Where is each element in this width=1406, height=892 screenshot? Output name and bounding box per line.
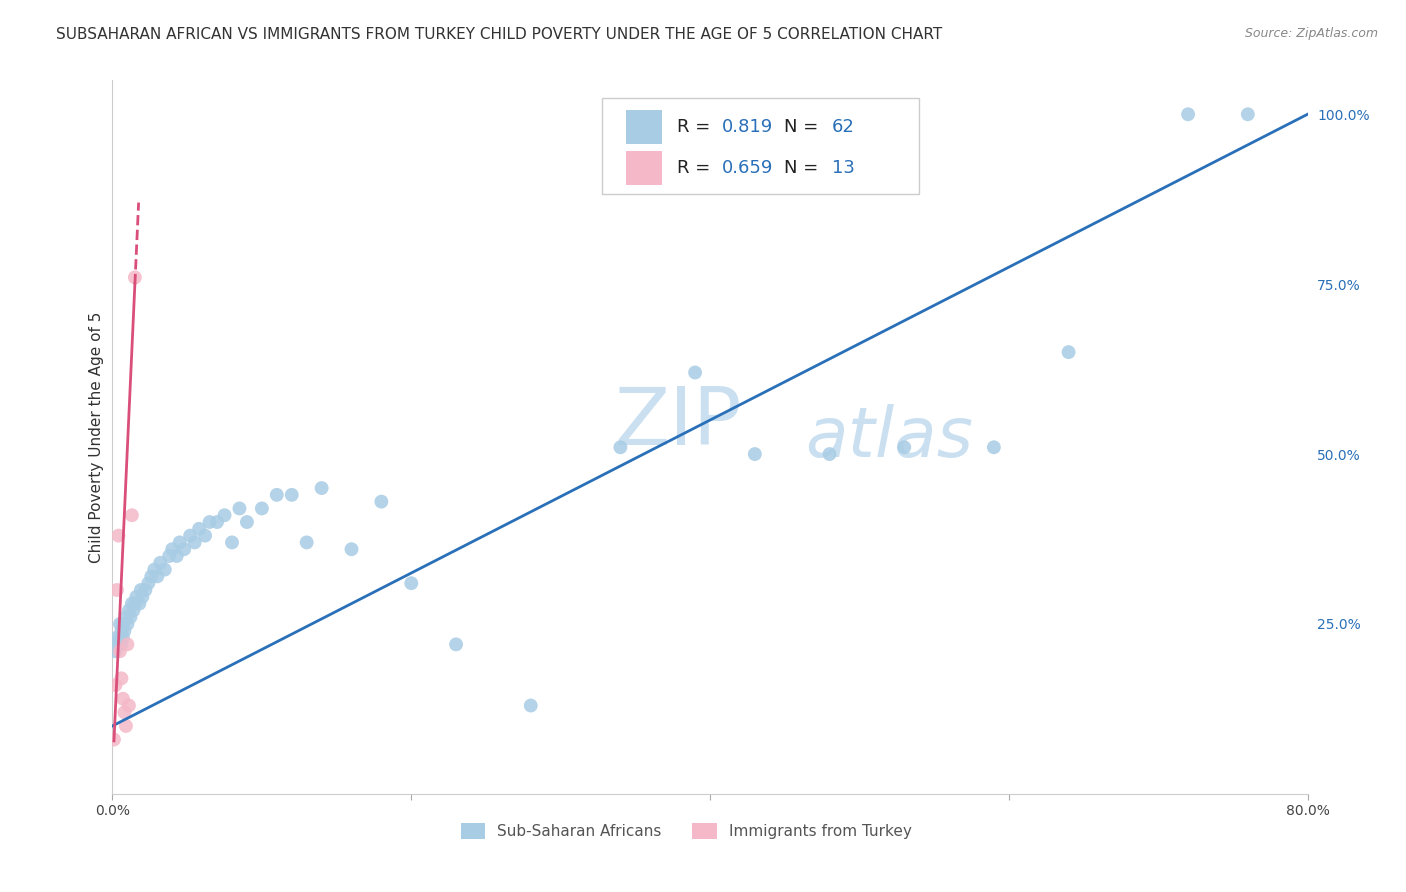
Text: 0.819: 0.819 (723, 118, 773, 136)
Point (444, 637, 467, 651)
Point (983, 440, 1005, 454)
Point (114, 706, 135, 720)
Point (166, 549, 188, 563)
Point (683, 366, 706, 380)
Point (221, 535, 243, 549)
FancyBboxPatch shape (627, 110, 662, 144)
Text: Source: ZipAtlas.com: Source: ZipAtlas.com (1244, 27, 1378, 40)
Point (162, 542, 183, 557)
Point (120, 610, 142, 624)
Point (281, 488, 304, 502)
Text: 13: 13 (832, 159, 855, 177)
Text: R =: R = (676, 159, 716, 177)
Point (340, 542, 363, 557)
Point (295, 535, 318, 549)
Point (107, 528, 129, 542)
Point (105, 582, 128, 597)
Point (1177, 107, 1199, 121)
Point (111, 691, 134, 706)
Point (818, 447, 841, 461)
Point (157, 549, 180, 563)
Text: N =: N = (785, 118, 824, 136)
Point (107, 637, 129, 651)
Point (311, 481, 333, 495)
Point (104, 678, 127, 692)
Point (266, 488, 288, 502)
Point (370, 494, 392, 508)
Point (131, 590, 153, 604)
Point (110, 637, 132, 651)
Point (236, 515, 259, 529)
Point (118, 698, 141, 713)
Point (129, 582, 152, 597)
Point (183, 535, 205, 549)
Text: R =: R = (676, 118, 716, 136)
Point (118, 603, 141, 617)
Point (138, 576, 160, 591)
Point (103, 732, 125, 747)
Point (134, 582, 156, 597)
Point (108, 644, 131, 658)
Point (110, 624, 132, 638)
Text: ZIP: ZIP (614, 384, 742, 462)
Point (194, 528, 217, 542)
Point (108, 631, 131, 645)
Point (205, 515, 228, 529)
Point (111, 617, 134, 632)
Point (141, 569, 163, 583)
Point (111, 631, 134, 645)
Point (121, 597, 143, 611)
Point (110, 671, 132, 685)
Point (198, 515, 221, 529)
Point (214, 508, 236, 523)
Point (143, 563, 166, 577)
Text: 0.659: 0.659 (723, 159, 773, 177)
Text: N =: N = (785, 159, 824, 177)
Point (153, 563, 176, 577)
Point (401, 576, 423, 591)
FancyBboxPatch shape (603, 98, 920, 194)
Point (520, 698, 543, 713)
Point (115, 610, 138, 624)
FancyBboxPatch shape (627, 151, 662, 185)
Point (609, 440, 631, 454)
Point (169, 535, 191, 549)
Point (125, 590, 148, 604)
Point (105, 631, 128, 645)
Point (179, 528, 201, 542)
Point (173, 542, 195, 557)
Point (117, 637, 139, 651)
Y-axis label: Child Poverty Under the Age of 5: Child Poverty Under the Age of 5 (89, 311, 104, 563)
Point (188, 522, 211, 536)
Point (228, 501, 250, 516)
Point (1237, 107, 1260, 121)
Point (893, 440, 915, 454)
Point (128, 597, 150, 611)
Point (146, 569, 169, 583)
Point (114, 624, 135, 638)
Point (250, 501, 273, 516)
Point (124, 270, 146, 285)
Text: 62: 62 (832, 118, 855, 136)
Point (744, 447, 766, 461)
Point (117, 617, 139, 632)
Point (115, 719, 138, 733)
Text: atlas: atlas (806, 403, 973, 471)
Point (121, 508, 143, 523)
Point (108, 617, 131, 632)
Point (104, 644, 127, 658)
Point (122, 603, 145, 617)
Legend: Sub-Saharan Africans, Immigrants from Turkey: Sub-Saharan Africans, Immigrants from Tu… (453, 815, 920, 847)
Point (124, 597, 146, 611)
Point (1057, 345, 1080, 359)
Text: SUBSAHARAN AFRICAN VS IMMIGRANTS FROM TURKEY CHILD POVERTY UNDER THE AGE OF 5 CO: SUBSAHARAN AFRICAN VS IMMIGRANTS FROM TU… (56, 27, 942, 42)
Point (149, 556, 172, 570)
